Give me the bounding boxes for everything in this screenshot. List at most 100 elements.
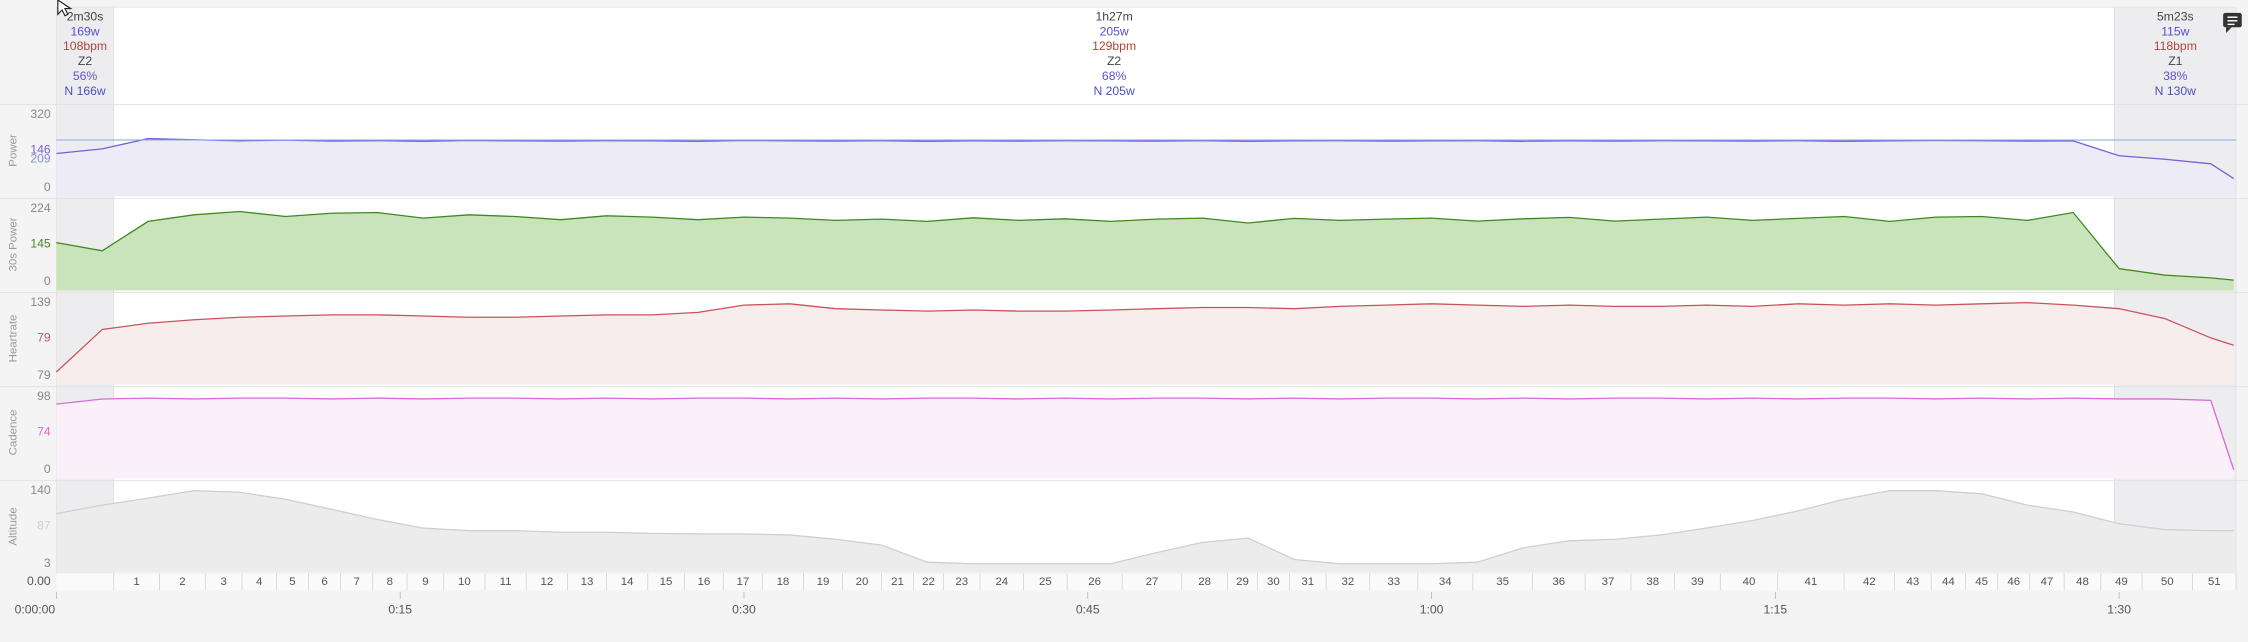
interval-stat: 108bpm <box>63 39 107 53</box>
average-label: 87 <box>37 519 51 533</box>
lap-number: 34 <box>1439 576 1452 588</box>
area-fill <box>56 302 2234 385</box>
area-fill <box>56 138 2234 197</box>
lap-number: 13 <box>581 576 594 588</box>
interval-stat: 115w <box>2161 24 2189 38</box>
lap-number: 21 <box>891 576 904 588</box>
lap-number: 6 <box>321 576 327 588</box>
lap-number: 49 <box>2115 576 2128 588</box>
lap-number: 24 <box>995 576 1008 588</box>
lap-number: 50 <box>2161 576 2174 588</box>
lap-number: 33 <box>1387 576 1400 588</box>
lap-number: 30 <box>1267 576 1280 588</box>
lap-number: 41 <box>1805 576 1818 588</box>
interval-stat: 2m30s <box>67 9 104 23</box>
interval-stat: 38% <box>2163 69 2188 83</box>
y-tick-label: 79 <box>37 368 51 382</box>
panel-name: Altitude <box>7 507 19 545</box>
average-label: 74 <box>37 425 51 439</box>
lap-number: 47 <box>2041 576 2054 588</box>
panel-name: 30s Power <box>7 217 19 271</box>
interval-stat: 118bpm <box>2154 39 2197 53</box>
lap-number: 10 <box>458 576 471 588</box>
lap-number: 25 <box>1039 576 1052 588</box>
lap-number: 42 <box>1863 576 1876 588</box>
lap-number: 7 <box>353 576 359 588</box>
interval-stat: N 166w <box>64 84 105 98</box>
lap-number: 36 <box>1552 576 1565 588</box>
comment-icon-tail <box>2226 27 2232 33</box>
lap-number: 5 <box>289 576 295 588</box>
lap-number: 35 <box>1496 576 1509 588</box>
y-tick-label: 0 <box>44 274 51 288</box>
ftp-label: 209 <box>30 151 51 165</box>
average-label: 145 <box>30 237 51 251</box>
lap-row-label: 0.00 <box>27 574 51 588</box>
y-tick-label: 139 <box>30 295 51 309</box>
y-tick-label: 0 <box>44 462 51 476</box>
lap-number: 18 <box>777 576 790 588</box>
area-fill <box>56 211 2234 291</box>
lap-number: 8 <box>387 576 393 588</box>
interval-stat: Z1 <box>2168 54 2182 68</box>
lap-number: 43 <box>1906 576 1919 588</box>
lap-number: 1 <box>133 576 139 588</box>
lap-number: 4 <box>256 576 263 588</box>
interval-stat: Z2 <box>78 54 92 68</box>
data-line <box>56 397 2235 470</box>
panel-name: Heartrate <box>7 315 19 363</box>
average-label: 146 <box>30 143 51 157</box>
panel-name: Cadence <box>7 410 19 456</box>
comments-button[interactable] <box>2223 12 2242 33</box>
lap-number: 48 <box>2076 576 2089 588</box>
mouse-cursor <box>57 0 73 17</box>
interval-stat: 56% <box>73 69 98 83</box>
lap-number: 28 <box>1198 576 1211 588</box>
interval-stat: Z2 <box>1107 54 1121 68</box>
data-line <box>56 137 2235 180</box>
area-fill <box>56 490 2234 573</box>
y-tick-label: 0 <box>44 180 51 194</box>
y-tick-label: 98 <box>37 389 51 403</box>
average-label: 79 <box>37 331 51 345</box>
x-tick-label: 1:00 <box>1420 603 1444 617</box>
data-line <box>56 210 2234 281</box>
lap-number: 31 <box>1301 576 1314 588</box>
x-tick-label: 1:15 <box>1764 603 1788 617</box>
x-tick-label: 0:00:00 <box>15 603 56 617</box>
lap-number: 39 <box>1691 576 1704 588</box>
x-tick-label: 1:30 <box>2107 603 2131 617</box>
lap-number: 23 <box>955 576 968 588</box>
lap-number: 51 <box>2208 576 2221 588</box>
interval-stat: 205w <box>1100 24 1129 38</box>
lap-number: 29 <box>1236 576 1249 588</box>
lap-number: 26 <box>1088 576 1101 588</box>
lap-number: 32 <box>1342 576 1355 588</box>
y-tick-label: 140 <box>30 483 51 497</box>
interval-stat: N 205w <box>1093 84 1134 98</box>
lap-number: 38 <box>1646 576 1659 588</box>
data-line <box>56 490 2234 565</box>
lap-number: 44 <box>1942 576 1955 588</box>
lap-number: 12 <box>540 576 553 588</box>
lap-number: 40 <box>1743 576 1756 588</box>
y-tick-label: 3 <box>44 556 51 570</box>
lap-number: 46 <box>2007 576 2020 588</box>
interval-stat: 1h27m <box>1096 9 1133 23</box>
lap-number: 2 <box>179 576 185 588</box>
area-fill <box>56 398 2234 479</box>
lap-row <box>56 573 2237 591</box>
lap-number: 11 <box>500 576 512 588</box>
lap-number: 9 <box>422 576 428 588</box>
lap-number: 19 <box>817 576 830 588</box>
interval-stat: 68% <box>1102 69 1127 83</box>
x-tick-label: 0:15 <box>388 603 412 617</box>
x-tick-label: 0:30 <box>732 603 756 617</box>
interval-stat: 5m23s <box>2157 9 2194 23</box>
lap-number: 45 <box>1975 576 1988 588</box>
lap-number: 27 <box>1146 576 1159 588</box>
interval-stat: N 130w <box>2155 84 2196 98</box>
lap-number: 15 <box>660 576 673 588</box>
interval-stat: 169w <box>70 24 99 38</box>
